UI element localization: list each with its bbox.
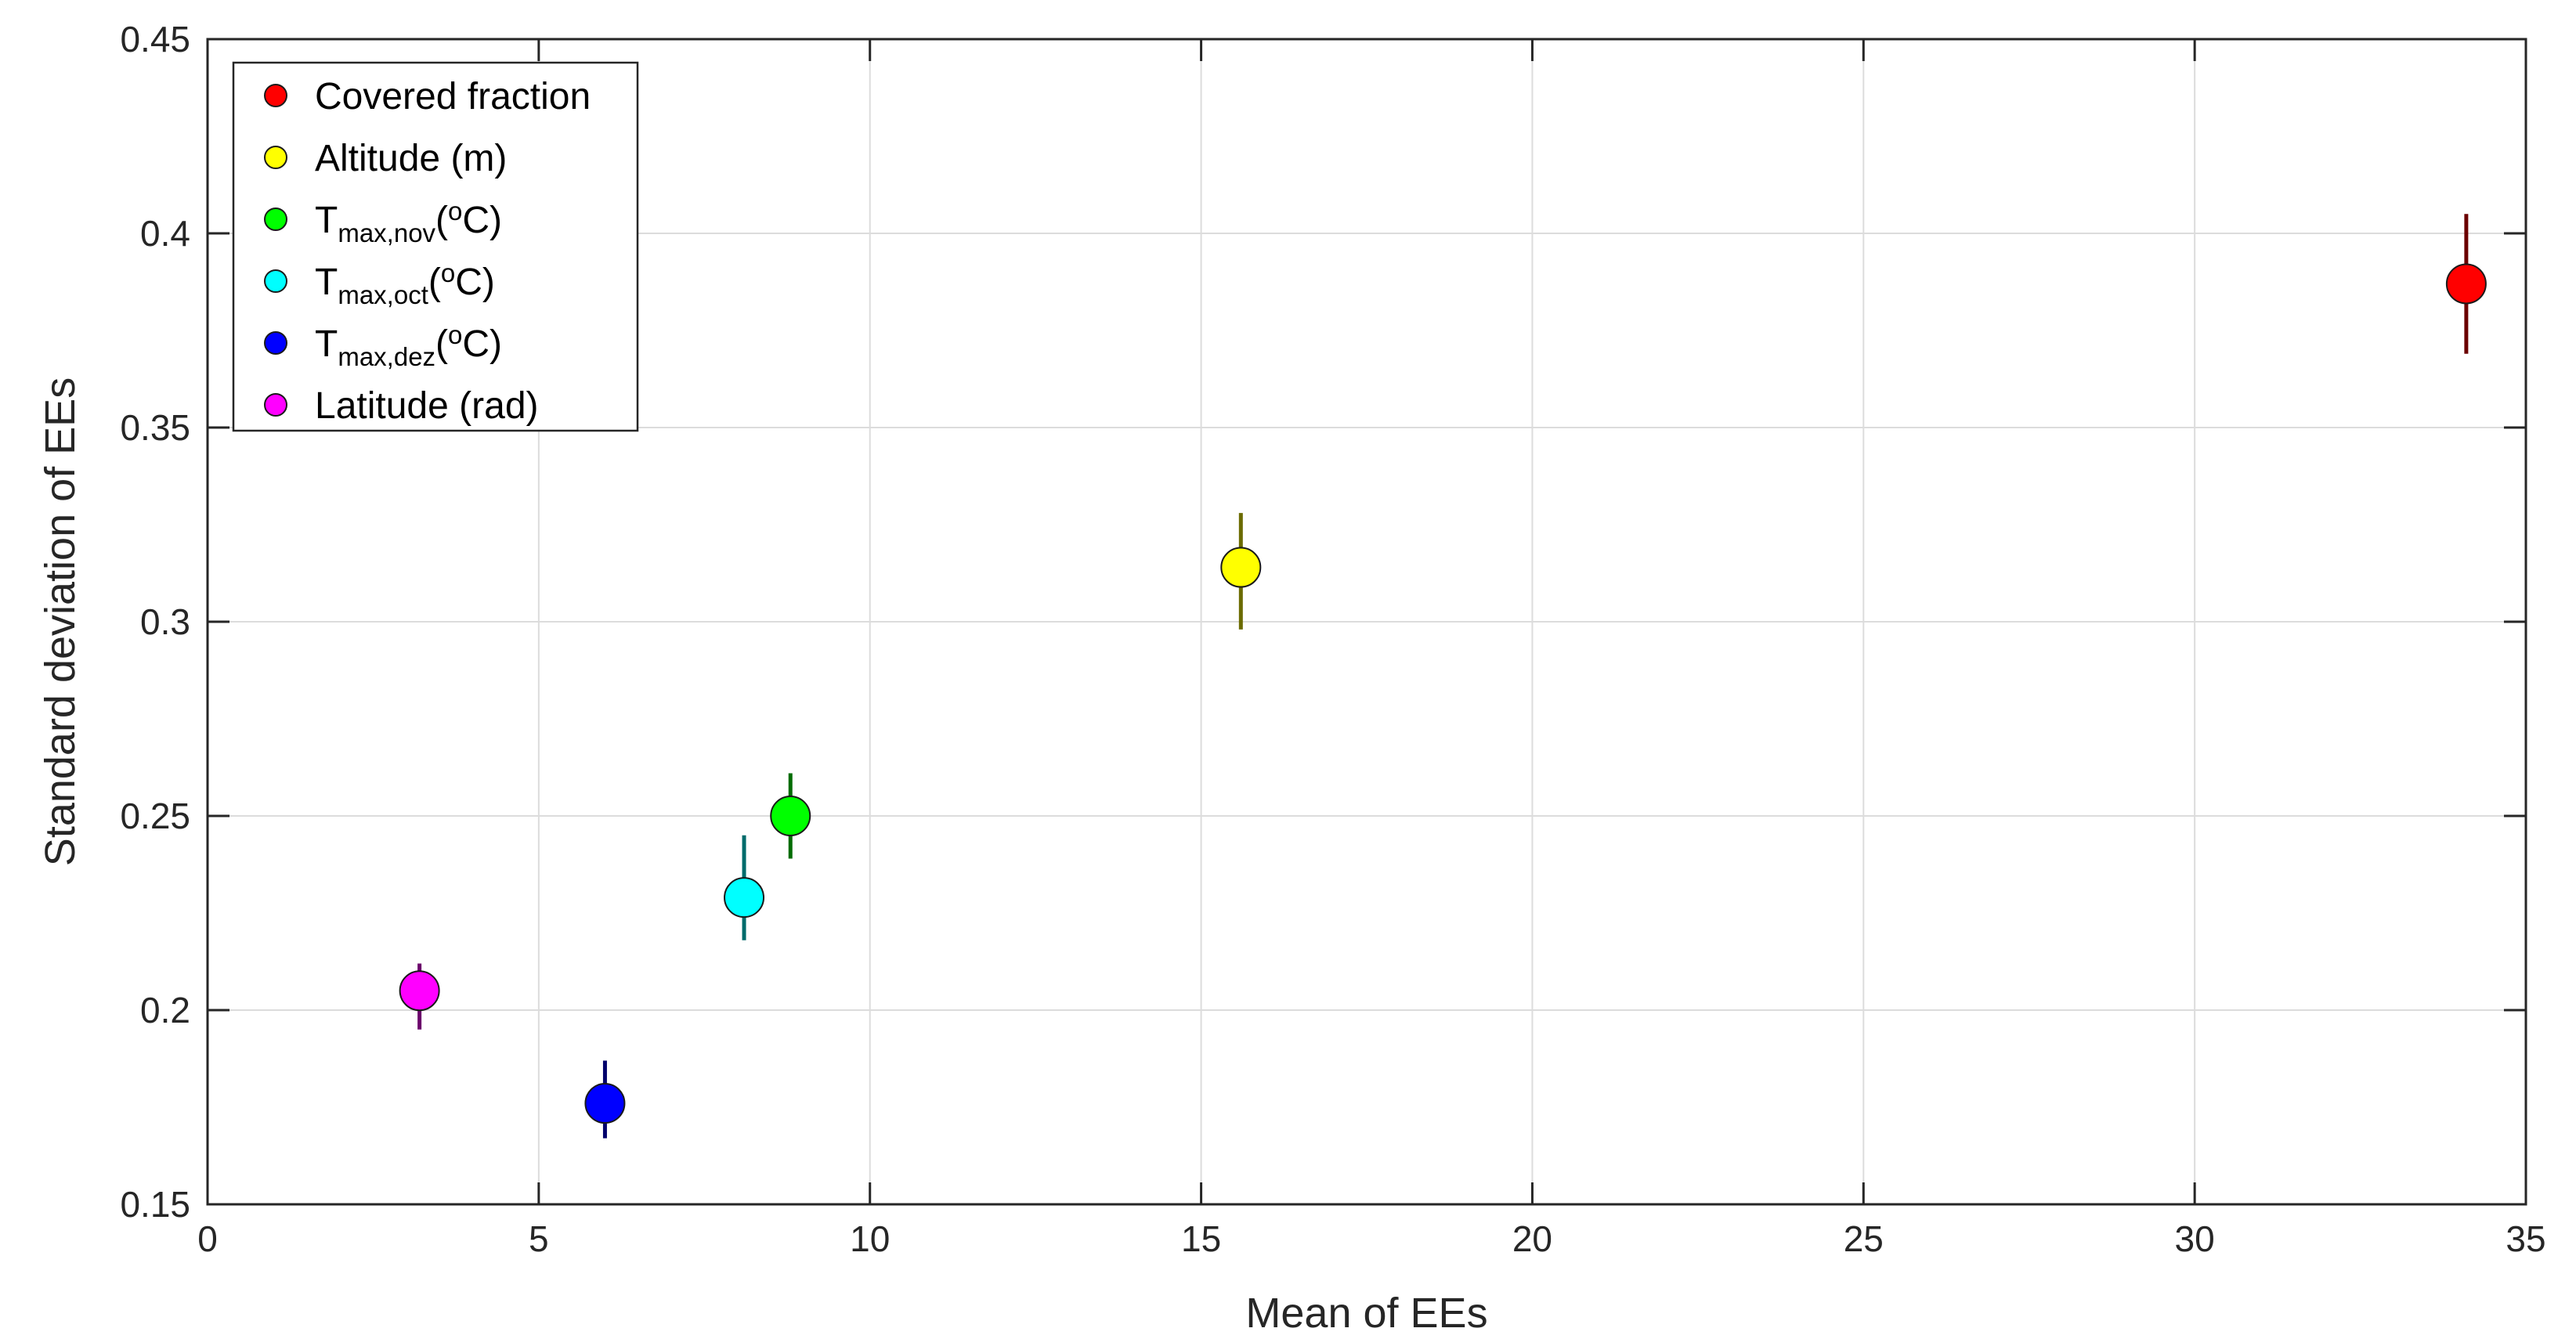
- data-point-group: [724, 835, 765, 940]
- legend-label-subscript: max,nov: [338, 218, 435, 247]
- legend-label-unit: C): [462, 323, 502, 365]
- legend-marker: [264, 208, 287, 231]
- x-tick-label: 5: [529, 1218, 549, 1259]
- legend-entry: Tmax,oct(oC): [315, 258, 495, 309]
- data-point: [399, 970, 440, 1012]
- legend-marker: [264, 146, 287, 169]
- x-axis-title: Mean of EEs: [1245, 1290, 1487, 1337]
- legend-marker: [264, 84, 287, 107]
- legend-label-main: Covered fraction: [315, 76, 591, 117]
- y-axis-title: Standard deviation of EEs: [37, 377, 84, 866]
- legend-marker: [264, 269, 287, 293]
- tick-labels: 0 5 10 15 20 25 30 35 0.15 0.2 0.25 0.3 0.35 0.4 0.45: [120, 19, 2545, 1259]
- data-point: [584, 1083, 626, 1124]
- data-points: [399, 214, 2487, 1139]
- legend-label-main: Altitude (m): [315, 138, 507, 179]
- data-point-group: [770, 773, 811, 859]
- x-tick-label: 10: [850, 1218, 890, 1259]
- legend-label-main: T: [315, 200, 338, 241]
- legend-box: [232, 61, 639, 432]
- data-point-group: [1220, 513, 1262, 630]
- y-tick-label: 0.3: [140, 601, 190, 642]
- x-tick-label: 25: [1844, 1218, 1884, 1259]
- legend-label-unit: C): [462, 200, 502, 241]
- data-point: [1220, 547, 1262, 588]
- x-tick-label: 30: [2175, 1218, 2215, 1259]
- axis-ticks: [206, 38, 2527, 1206]
- x-tick-label: 15: [1181, 1218, 1221, 1259]
- x-tick-label: 0: [197, 1218, 218, 1259]
- x-tick-label: 20: [1512, 1218, 1552, 1259]
- legend-label-superscript: o: [448, 320, 462, 349]
- legend-entry: Latitude (rad): [315, 385, 539, 427]
- legend-label-main: Latitude (rad): [315, 385, 539, 427]
- x-tick-label: 35: [2506, 1218, 2545, 1259]
- legend-label-main: T: [315, 323, 338, 365]
- y-tick-label: 0.35: [120, 407, 190, 448]
- legend-label-paren: (: [428, 262, 441, 303]
- data-point: [770, 796, 811, 836]
- legend-entry: Tmax,dez(oC): [315, 320, 502, 371]
- y-tick-label: 0.4: [140, 213, 190, 254]
- legend-label-paren: (: [435, 323, 448, 365]
- legend-label-main: T: [315, 262, 338, 303]
- legend-label-unit: C): [455, 262, 495, 303]
- legend-label-paren: (: [435, 200, 448, 241]
- legend-entry: Tmax,nov(oC): [315, 197, 502, 247]
- data-point-group: [399, 963, 440, 1030]
- legend-label-subscript: max,dez: [338, 342, 435, 371]
- legend-entry: Altitude (m): [315, 138, 507, 179]
- data-point-group: [584, 1060, 626, 1139]
- legend-label-subscript: max,oct: [338, 280, 428, 309]
- y-tick-label: 0.2: [140, 990, 190, 1030]
- legend-marker: [264, 331, 287, 355]
- legend-label-superscript: o: [441, 258, 455, 287]
- legend-entry: Covered fraction: [315, 76, 591, 117]
- y-tick-label: 0.25: [120, 796, 190, 836]
- data-point: [724, 877, 765, 919]
- y-tick-label: 0.45: [120, 19, 190, 60]
- legend-label-superscript: o: [448, 197, 462, 226]
- data-point-group: [2445, 214, 2487, 354]
- legend-marker: [264, 393, 287, 417]
- y-tick-label: 0.15: [120, 1184, 190, 1225]
- data-point: [2445, 263, 2487, 305]
- grid-lines: [208, 39, 2526, 1204]
